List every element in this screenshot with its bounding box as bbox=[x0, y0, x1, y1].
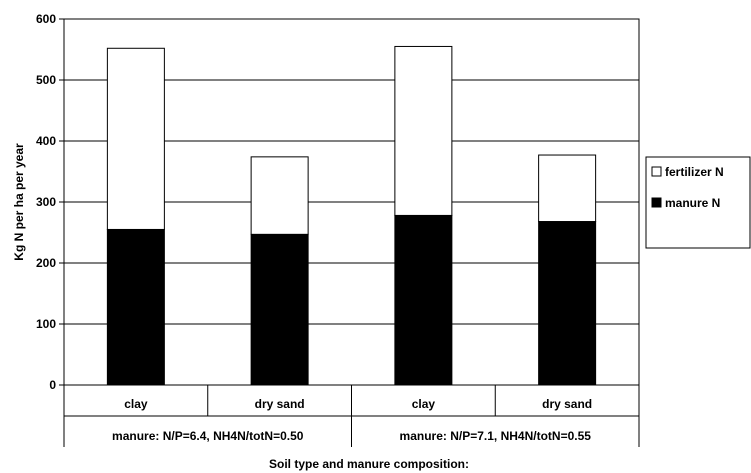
legend-label: manure N bbox=[665, 196, 720, 210]
legend-swatch bbox=[651, 197, 662, 208]
y-axis-label: Kg N per ha per year bbox=[12, 143, 26, 261]
legend: fertilizer N manure N bbox=[645, 156, 751, 249]
y-tick-label: 500 bbox=[36, 73, 56, 87]
x-category-label: clay bbox=[124, 397, 148, 411]
y-tick-label: 100 bbox=[36, 317, 56, 331]
bar-fertilizer-n bbox=[250, 156, 309, 235]
y-tick-label: 300 bbox=[36, 195, 56, 209]
bar-manure-n bbox=[106, 228, 165, 386]
legend-label: fertilizer N bbox=[665, 165, 724, 179]
x-category-label: clay bbox=[412, 397, 436, 411]
y-tick-label: 200 bbox=[36, 256, 56, 270]
axes: 0 100 200 300 400 500 600 clay dry sand clay dry s… bbox=[36, 12, 640, 447]
y-tick-label: 400 bbox=[36, 134, 56, 148]
bar-manure-n bbox=[394, 214, 453, 386]
legend-frame bbox=[645, 156, 751, 249]
x-group-label: manure: N/P=7.1, NH4N/totN=0.55 bbox=[400, 429, 592, 443]
y-tick-label: 600 bbox=[36, 12, 56, 26]
bar-manure-n bbox=[250, 233, 309, 386]
bar-fertilizer-n bbox=[394, 45, 453, 216]
bar-fertilizer-n bbox=[106, 47, 165, 230]
x-group-label: manure: N/P=6.4, NH4N/totN=0.50 bbox=[112, 429, 304, 443]
x-category-label: dry sand bbox=[542, 397, 592, 411]
x-category-label: dry sand bbox=[255, 397, 305, 411]
y-tick-label: 0 bbox=[49, 378, 56, 392]
plot-area bbox=[64, 18, 639, 386]
legend-swatch bbox=[651, 166, 662, 177]
bar-manure-n bbox=[538, 221, 597, 386]
x-axis-label: Soil type and manure composition: bbox=[269, 457, 469, 471]
bar-fertilizer-n bbox=[538, 154, 597, 223]
